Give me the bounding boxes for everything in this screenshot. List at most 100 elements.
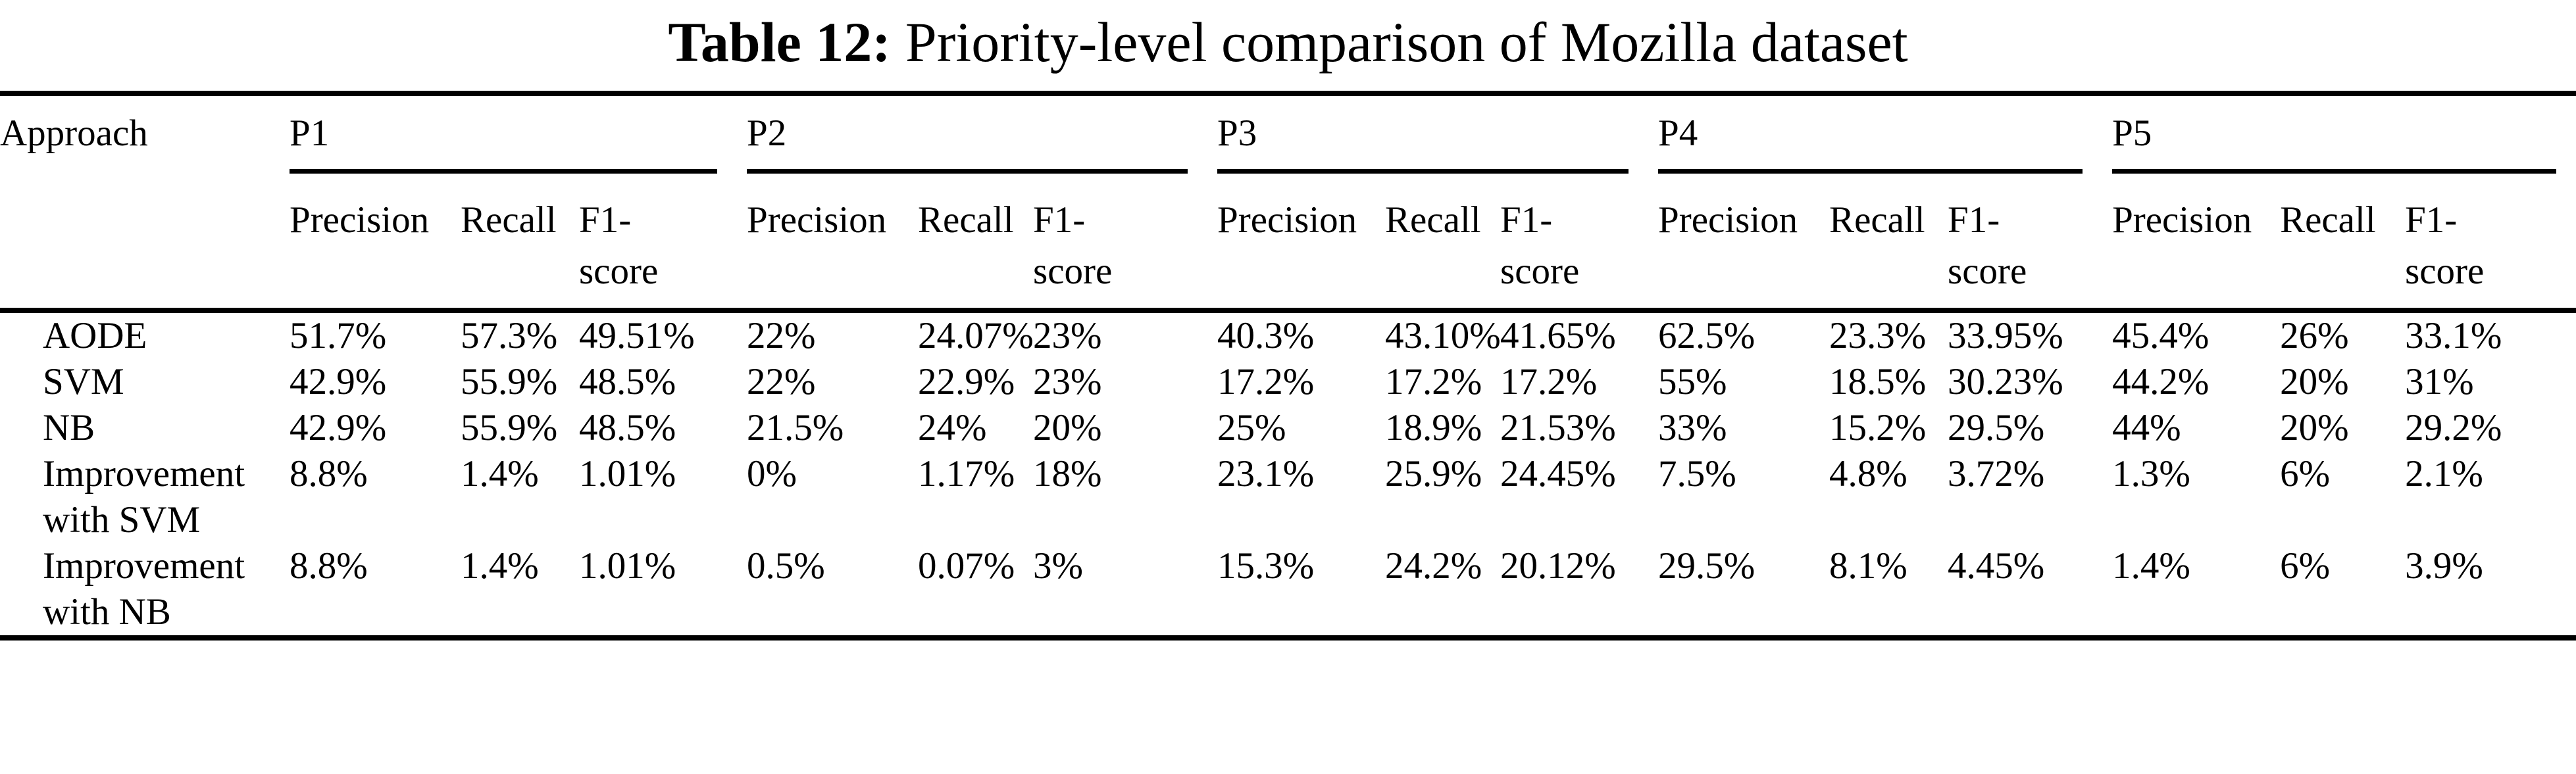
value-cell: 22% <box>747 315 816 356</box>
value-cell: 24.2% <box>1385 545 1482 587</box>
col-header-label: Recall <box>1385 199 1481 241</box>
value-cell: 33.95% <box>1948 315 2063 356</box>
value-cell: 0.07% <box>918 545 1015 587</box>
row-header-approach: Improvement with NB <box>43 545 245 633</box>
col-header-label: F1-score <box>579 199 659 292</box>
value-cell: 33% <box>1658 407 1727 448</box>
col-header-label: F1-score <box>1033 199 1113 292</box>
value-cell: 18.5% <box>1829 361 1927 402</box>
value-cell: 1.4% <box>461 453 539 495</box>
value-cell: 4.45% <box>1948 545 2045 587</box>
value-cell: 23% <box>1033 361 1102 402</box>
value-cell: 62.5% <box>1658 315 1755 356</box>
value-cell: 17.2% <box>1385 361 1482 402</box>
value-cell: 18% <box>1033 453 1102 495</box>
value-cell: 23% <box>1033 315 1102 356</box>
value-cell: 21.5% <box>747 407 844 448</box>
table-row: AODE 51.7% 57.3% 49.51% 22% 24.07% 23% 40.3% 43.… <box>0 310 2576 359</box>
value-cell: 44.2% <box>2112 361 2210 402</box>
value-cell: 26% <box>2280 315 2349 356</box>
value-cell: 3% <box>1033 545 1083 587</box>
value-cell: 29.2% <box>2405 407 2502 448</box>
value-cell: 7.5% <box>1658 453 1736 495</box>
value-cell: 15.2% <box>1829 407 1927 448</box>
value-cell: 42.9% <box>290 407 387 448</box>
value-cell: 17.2% <box>1500 361 1598 402</box>
value-cell: 57.3% <box>461 315 558 356</box>
value-cell: 1.01% <box>579 453 676 495</box>
col-header-f1score-p2: F1-score <box>1033 174 1218 313</box>
value-cell: 31% <box>2405 361 2474 402</box>
col-header-label: Recall <box>461 199 557 241</box>
value-cell: 44% <box>2112 407 2181 448</box>
table-caption-title: Priority-level comparison of Mozilla dat… <box>905 11 1908 74</box>
col-header-label: Precision <box>1658 199 1798 241</box>
col-group-p2: P2 <box>747 112 787 154</box>
col-header-label: Precision <box>2112 199 2252 241</box>
value-cell: 48.5% <box>579 407 676 448</box>
col-group-p5: P5 <box>2112 112 2152 154</box>
col-header-f1score-p5: F1-score <box>2405 174 2576 313</box>
col-header-precision-p5: Precision <box>2112 174 2281 313</box>
value-cell: 29.5% <box>1658 545 1755 587</box>
value-cell: 6% <box>2280 453 2331 495</box>
value-cell: 30.23% <box>1948 361 2063 402</box>
value-cell: 20% <box>1033 407 1102 448</box>
value-cell: 25.9% <box>1385 453 1482 495</box>
col-header-precision-p1: Precision <box>290 174 461 313</box>
value-cell: 1.3% <box>2112 453 2190 495</box>
col-header-recall-p4: Recall <box>1829 174 1948 313</box>
value-cell: 33.1% <box>2405 315 2502 356</box>
col-header-label: Precision <box>1217 199 1357 241</box>
value-cell: 48.5% <box>579 361 676 402</box>
col-header-label: F1-score <box>1948 199 2027 292</box>
value-cell: 8.8% <box>290 545 368 587</box>
value-cell: 24.07% <box>918 315 1034 356</box>
col-header-label: Recall <box>1829 199 1925 241</box>
group-underline-p4 <box>1658 169 2112 174</box>
col-group-p1: P1 <box>290 112 330 154</box>
table-row: NB 42.9% 55.9% 48.5% 21.5% 24% 20% 25% 18.9% 21.5… <box>0 405 2576 451</box>
col-header-f1score-p4: F1-score <box>1948 174 2113 313</box>
table-row: Improvement with NB 8.8% 1.4% 1.01% 0.5% 0.07… <box>0 543 2576 638</box>
value-cell: 24% <box>918 407 987 448</box>
value-cell: 15.3% <box>1217 545 1315 587</box>
value-cell: 23.3% <box>1829 315 1927 356</box>
value-cell: 55.9% <box>461 407 558 448</box>
value-cell: 3.72% <box>1948 453 2045 495</box>
value-cell: 49.51% <box>579 315 695 356</box>
value-cell: 20% <box>2280 407 2349 448</box>
value-cell: 3.9% <box>2405 545 2483 587</box>
value-cell: 45.4% <box>2112 315 2210 356</box>
table-row: SVM 42.9% 55.9% 48.5% 22% 22.9% 23% 17.2% 17.2% 1… <box>0 359 2576 405</box>
col-header-label: F1-score <box>2405 199 2485 292</box>
value-cell: 17.2% <box>1217 361 1315 402</box>
col-header-precision-p2: Precision <box>747 174 919 313</box>
value-cell: 51.7% <box>290 315 387 356</box>
value-cell: 55% <box>1658 361 1727 402</box>
row-header-approach: NB <box>43 407 95 448</box>
value-cell: 1.01% <box>579 545 676 587</box>
value-cell: 21.53% <box>1500 407 1616 448</box>
col-header-precision-p4: Precision <box>1658 174 1830 313</box>
value-cell: 0.5% <box>747 545 825 587</box>
value-cell: 6% <box>2280 545 2331 587</box>
value-cell: 29.5% <box>1948 407 2045 448</box>
col-group-p3: P3 <box>1217 112 1257 154</box>
col-header-precision-p3: Precision <box>1217 174 1386 313</box>
value-cell: 8.8% <box>290 453 368 495</box>
col-header-label: Recall <box>918 199 1014 241</box>
row-header-approach: SVM <box>43 361 124 402</box>
table-body: AODE 51.7% 57.3% 49.51% 22% 24.07% 23% 40.3% 43.… <box>0 310 2576 638</box>
value-cell: 22.9% <box>918 361 1015 402</box>
value-cell: 42.9% <box>290 361 387 402</box>
col-header-label: Recall <box>2280 199 2376 241</box>
value-cell: 20% <box>2280 361 2349 402</box>
col-header-approach: Approach <box>0 93 290 313</box>
document-page: Table 12: Priority-level comparison of Mo… <box>0 11 2576 641</box>
value-cell: 23.1% <box>1217 453 1315 495</box>
subheader-row: Precision Recall F1-score Precision Recall F1… <box>0 174 2576 313</box>
group-underline-p5 <box>2112 169 2576 174</box>
value-cell: 22% <box>747 361 816 402</box>
row-header-approach: Improvement with SVM <box>43 453 245 541</box>
